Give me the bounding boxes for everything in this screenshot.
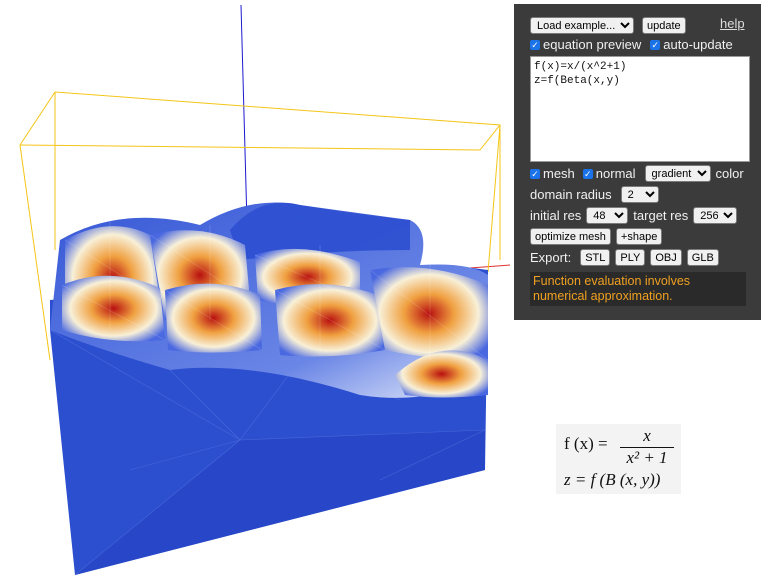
equation-denominator: x² + 1 xyxy=(626,448,668,467)
domain-radius-label: domain radius xyxy=(530,187,612,202)
equation-line-2: z = f (B (x, y)) xyxy=(564,470,661,489)
control-panel: Load example... update help ✓ equation p… xyxy=(514,4,761,320)
export-glb-button[interactable]: GLB xyxy=(686,249,719,266)
export-label: Export: xyxy=(530,250,572,265)
example-select[interactable]: Load example... xyxy=(530,17,634,34)
auto-update-checkbox[interactable]: ✓ auto-update xyxy=(650,37,733,52)
export-stl-button[interactable]: STL xyxy=(580,249,611,266)
check-icon: ✓ xyxy=(530,39,540,50)
check-icon: ✓ xyxy=(650,39,661,50)
check-icon: ✓ xyxy=(582,168,593,179)
mesh-lines xyxy=(49,329,486,576)
color-label: color xyxy=(715,166,744,181)
bounding-box xyxy=(19,91,501,361)
mesh-base-shade xyxy=(75,430,485,575)
update-button[interactable]: update xyxy=(642,17,686,34)
color-mode-select[interactable]: gradient xyxy=(644,165,711,182)
equation-preview-checkbox[interactable]: ✓ equation preview xyxy=(530,37,642,52)
initial-res-label: initial res xyxy=(530,208,582,223)
target-res-label: target res xyxy=(633,208,689,223)
mesh-checkbox[interactable]: ✓ mesh xyxy=(530,166,575,181)
equation-numerator: x xyxy=(643,426,651,445)
status-message: Function evaluation involves numerical a… xyxy=(530,272,746,306)
export-obj-button[interactable]: OBJ xyxy=(650,249,682,266)
x-axis xyxy=(469,264,511,269)
equation-lhs: f (x) = xyxy=(564,434,608,453)
fraction-bar xyxy=(620,447,674,448)
initial-res-select[interactable]: 48 xyxy=(586,207,629,224)
check-icon: ✓ xyxy=(530,168,540,179)
surface-wireframe xyxy=(61,215,489,361)
help-link[interactable]: help xyxy=(720,16,745,31)
normal-checkbox[interactable]: ✓ normal xyxy=(582,166,636,181)
domain-radius-select[interactable]: 2 xyxy=(620,186,659,203)
equation-editor[interactable]: f(x)=x/(x^2+1) z=f(Beta(x,y) xyxy=(530,56,750,162)
add-shape-button[interactable]: +shape xyxy=(615,228,663,245)
rendered-equation: f (x) = x x² + 1 z = f (B (x, y)) xyxy=(556,424,681,494)
target-res-select[interactable]: 256 xyxy=(693,207,738,224)
export-ply-button[interactable]: PLY xyxy=(615,249,646,266)
optimize-mesh-button[interactable]: optimize mesh xyxy=(530,228,611,245)
gradient-patches xyxy=(62,226,488,398)
